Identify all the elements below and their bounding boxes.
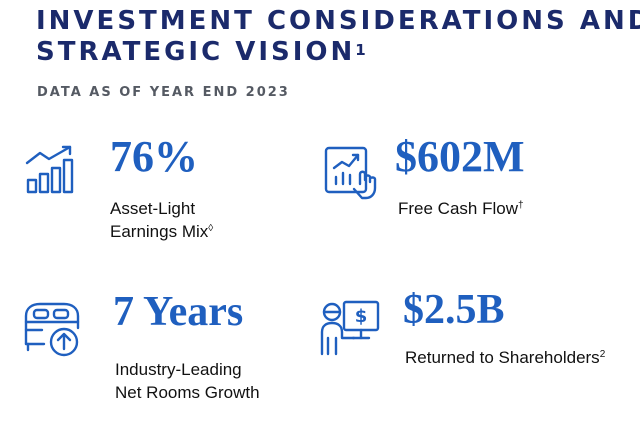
metric-label-returned-to-shareholders-text: Returned to Shareholders — [405, 348, 600, 367]
metric-label-net-rooms-growth: Industry-Leading Net Rooms Growth — [115, 358, 260, 404]
metric-value-returned-to-shareholders: $2.5B — [403, 287, 505, 333]
diamond-footnote-marker: ◊ — [208, 223, 214, 234]
metric-label-returned-to-shareholders: Returned to Shareholders2 — [405, 346, 605, 369]
shareholder-dollar-icon: $ — [318, 298, 382, 358]
metric-label-free-cash-flow-line1: Free Cash Flow† — [398, 197, 524, 220]
svg-text:$: $ — [355, 306, 368, 327]
title-line-2-text: STRATEGIC VISION — [36, 37, 356, 67]
metric-value-net-rooms-growth: 7 Years — [113, 289, 244, 335]
growth-chart-icon — [22, 144, 82, 196]
dagger-footnote-marker: † — [517, 200, 524, 211]
title-line-2: STRATEGIC VISION1 — [36, 37, 640, 68]
title-footnote-marker: 1 — [355, 41, 366, 59]
metric-label-returned-to-shareholders-line1: Returned to Shareholders2 — [405, 346, 605, 369]
title-line-1: INVESTMENT CONSIDERATIONS AND — [36, 6, 640, 36]
page-subtitle: DATA AS OF YEAR END 2023 — [37, 85, 290, 100]
metric-label-asset-light-line2-text: Earnings Mix — [110, 222, 209, 241]
page-title: INVESTMENT CONSIDERATIONS AND STRATEGIC … — [36, 6, 640, 68]
metric-label-free-cash-flow: Free Cash Flow† — [398, 197, 524, 220]
metric-label-net-rooms-growth-line2: Net Rooms Growth — [115, 383, 260, 402]
metric-label-asset-light-line1: Asset-Light — [110, 199, 196, 218]
metric-label-asset-light-line2: Earnings Mix◊ — [110, 220, 213, 243]
metric-label-net-rooms-growth-line1: Industry-Leading — [115, 360, 242, 379]
touch-chart-icon — [322, 144, 384, 200]
metric-value-free-cash-flow: $602M — [395, 132, 525, 181]
metric-value-asset-light: 76% — [110, 132, 198, 181]
metric-label-free-cash-flow-text: Free Cash Flow — [398, 199, 518, 218]
footnote-2-marker: 2 — [599, 349, 606, 360]
hotel-bed-growth-icon — [20, 298, 84, 358]
metric-label-asset-light: Asset-Light Earnings Mix◊ — [110, 197, 213, 243]
